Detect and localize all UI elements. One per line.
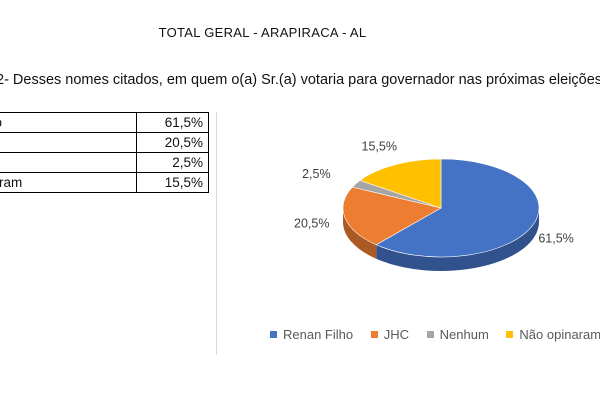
table-cell-value: 20,5% xyxy=(136,132,209,153)
table-row: 20,5% xyxy=(0,132,209,153)
legend-item: Não opinaram xyxy=(506,327,600,342)
legend-item: Renan Filho xyxy=(270,327,353,342)
data-label: 20,5% xyxy=(294,216,329,230)
legend-label: JHC xyxy=(383,327,410,342)
data-label: 61,5% xyxy=(538,231,573,245)
data-label: 2,5% xyxy=(302,167,331,181)
legend-item: Nenhum xyxy=(426,327,489,342)
table-row: inaram 15,5% xyxy=(0,172,209,193)
legend-item: JHC xyxy=(370,327,410,342)
pie-slice xyxy=(375,158,540,258)
data-label: 15,5% xyxy=(362,139,397,153)
legend-label: Não opinaram xyxy=(519,327,600,342)
pie-slice xyxy=(342,186,442,246)
legend-label: Renan Filho xyxy=(283,327,354,342)
table-cell-value: 61,5% xyxy=(136,112,209,133)
chart-legend: Renan Filho JHC Nenhum Não opinaram xyxy=(270,327,600,342)
table-cell-value: 15,5% xyxy=(136,172,209,193)
chart-area-divider xyxy=(216,112,217,355)
table-row: ilho 61,5% xyxy=(0,112,209,133)
legend-swatch xyxy=(270,331,277,338)
pie-slice-side xyxy=(343,208,377,259)
results-table: ilho 61,5% 20,5% n 2,5% inaram 15,5% xyxy=(0,112,209,193)
legend-swatch xyxy=(426,331,434,338)
question-text: 2- Desses nomes citados, em quem o(a) Sr… xyxy=(0,72,600,88)
pie-slice xyxy=(359,158,442,209)
chart-title: TOTAL GERAL - ARAPIRACA - AL xyxy=(158,25,367,40)
legend-label: Nenhum xyxy=(439,327,489,342)
pie-slice-side xyxy=(376,208,539,271)
legend-swatch xyxy=(506,331,514,338)
legend-swatch xyxy=(370,331,378,338)
